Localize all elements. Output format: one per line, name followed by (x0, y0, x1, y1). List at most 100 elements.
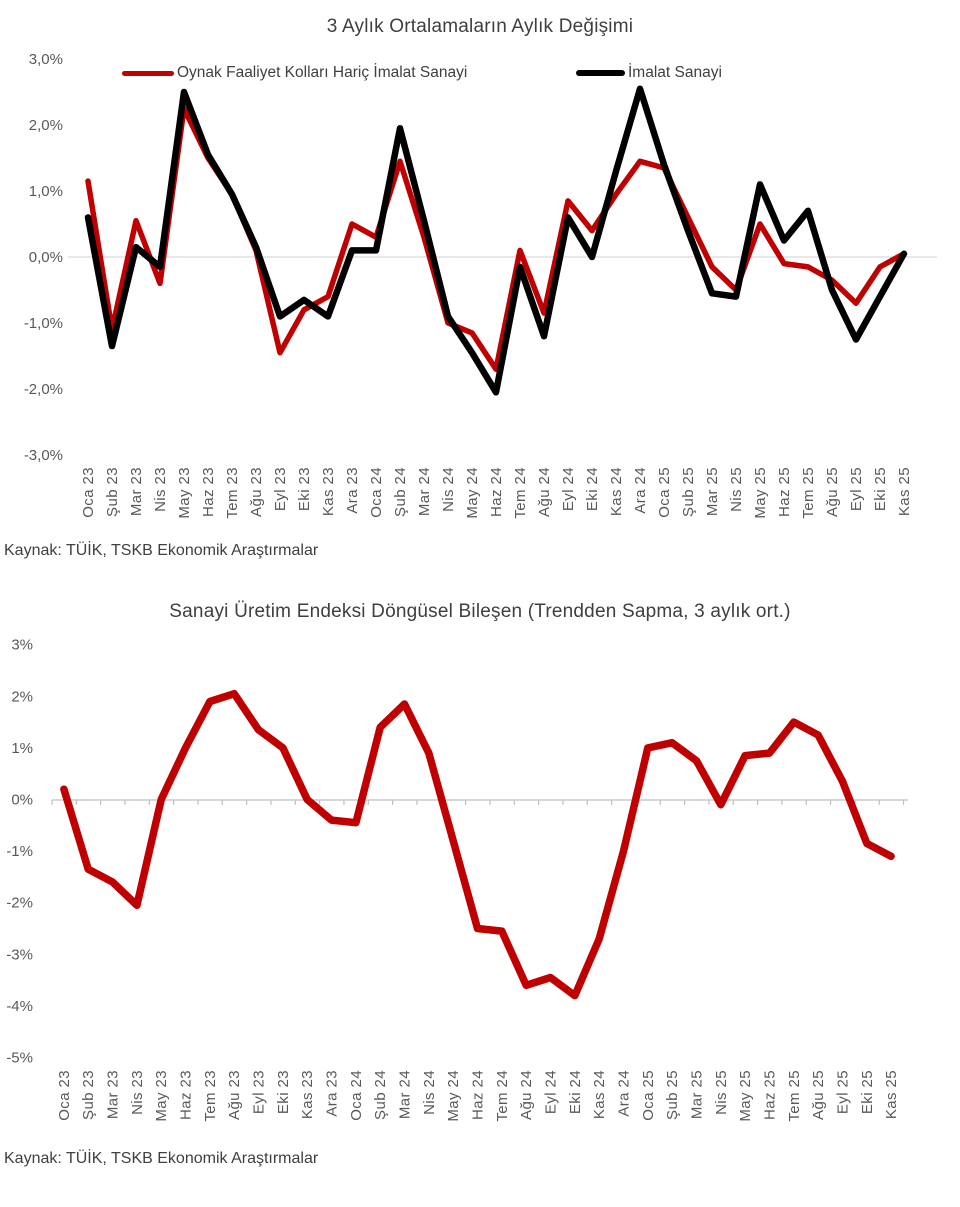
x-tick-label: Kas 24 (591, 1070, 608, 1119)
series-line-0 (60, 689, 895, 1000)
y-tick-label: -2% (6, 895, 33, 912)
x-tick-label: Şub 25 (664, 1070, 681, 1120)
y-tick-label: -2,0% (24, 381, 63, 398)
x-tick-label: Tem 25 (800, 467, 817, 519)
x-tick-label: Ara 23 (344, 467, 361, 514)
series-line-1 (84, 85, 908, 396)
black-line-swatch-icon (576, 70, 625, 76)
y-tick-label: 2,0% (29, 117, 63, 134)
y-tick-label: -5% (6, 1050, 33, 1067)
x-tick-label: May 23 (153, 1070, 170, 1122)
x-tick-label: Nis 24 (421, 1070, 438, 1115)
x-tick-label: Mar 24 (416, 467, 433, 516)
x-tick-label: Kas 25 (883, 1070, 900, 1119)
x-tick-label: Kas 25 (896, 467, 913, 516)
x-tick-label: Haz 23 (200, 467, 217, 517)
x-tick-label: Nis 23 (152, 467, 169, 512)
top-chart-plot: 3,0% 2,0% 1,0% 0,0% -1,0% -2,0% -3,0% Oca 23 Şub… (24, 51, 937, 519)
x-tick-label: Eyl 23 (251, 1070, 268, 1114)
x-tick-label: Mar 23 (105, 1070, 122, 1119)
x-tick-label: Kas 23 (299, 1070, 316, 1119)
x-tick-label: Oca 24 (348, 1070, 365, 1121)
legend-item-core-manufacturing: Oynak Faaliyet Kolları Hariç İmalat Sana… (122, 62, 467, 84)
x-tick-label: Haz 25 (776, 467, 793, 517)
x-tick-label: Ağu 23 (226, 1070, 243, 1120)
legend-item-manufacturing: İmalat Sanayi (576, 62, 722, 84)
red-line-swatch-icon (122, 70, 174, 76)
x-tick-label: Mar 25 (688, 1070, 705, 1119)
x-tick-label: Mar 23 (128, 467, 145, 516)
x-tick-label: Oca 23 (56, 1070, 73, 1121)
y-tick-label: 2% (11, 688, 33, 705)
x-tick-label: Şub 23 (104, 467, 121, 517)
x-tick-label: Ara 24 (632, 467, 649, 514)
y-tick-label: -4% (6, 998, 33, 1015)
x-tick-label: Ağu 23 (248, 467, 265, 517)
x-tick-label: Ara 23 (324, 1070, 341, 1117)
x-tick-label: Ağu 24 (536, 467, 553, 517)
x-tick-label: Şub 25 (680, 467, 697, 517)
x-tick-label: Nis 24 (440, 467, 457, 512)
x-tick-label: Eki 25 (859, 1070, 876, 1114)
x-tick-label: Eyl 23 (272, 467, 289, 511)
x-tick-label: Oca 25 (640, 1070, 657, 1121)
x-tick-label: Eki 23 (296, 467, 313, 511)
x-tick-label: Haz 25 (761, 1070, 778, 1120)
x-tick-label: Ağu 25 (810, 1070, 827, 1120)
x-tick-label: Tem 24 (494, 1070, 511, 1122)
y-tick-label: -1% (6, 843, 33, 860)
x-tick-label: Kas 23 (320, 467, 337, 516)
x-tick-label: Eki 25 (872, 467, 889, 511)
x-tick-label: Tem 23 (224, 467, 241, 519)
x-tick-label: Haz 24 (488, 467, 505, 517)
y-tick-label: -1,0% (24, 315, 63, 332)
x-tick-label: Eyl 24 (543, 1070, 560, 1114)
x-tick-label: Nis 23 (129, 1070, 146, 1115)
y-tick-label: 3,0% (29, 51, 63, 68)
x-tick-label: Nis 25 (728, 467, 745, 512)
x-tick-label: Eki 23 (275, 1070, 292, 1114)
x-tick-label: Haz 24 (470, 1070, 487, 1120)
top-chart-source: Kaynak: TÜİK, TSKB Ekonomik Araştırmalar (4, 542, 319, 559)
y-tick-label: -3,0% (24, 447, 63, 464)
x-tick-label: Şub 24 (372, 1070, 389, 1120)
x-tick-label: Eki 24 (567, 1070, 584, 1114)
x-tick-label: Ara 24 (615, 1070, 632, 1117)
x-tick-label: Kas 24 (608, 467, 625, 516)
x-tick-label: Eyl 25 (834, 1070, 851, 1114)
x-tick-label: Oca 23 (80, 467, 97, 518)
y-tick-label: 0% (11, 792, 33, 809)
x-tick-label: Eyl 24 (560, 467, 577, 511)
x-tick-label: May 25 (752, 467, 769, 519)
y-tick-label: -3% (6, 946, 33, 963)
y-tick-label: 1,0% (29, 183, 63, 200)
x-tick-label: Ağu 24 (518, 1070, 535, 1120)
x-tick-label: Şub 23 (80, 1070, 97, 1120)
x-tick-label: Tem 23 (202, 1070, 219, 1122)
y-tick-label: 0,0% (29, 249, 63, 266)
x-tick-label: Nis 25 (713, 1070, 730, 1115)
x-tick-label: Oca 24 (368, 467, 385, 518)
x-tick-label: Eki 24 (584, 467, 601, 511)
legend-label-core-manufacturing: Oynak Faaliyet Kolları Hariç İmalat Sana… (177, 64, 468, 81)
x-tick-label: May 25 (737, 1070, 754, 1122)
bottom-chart-title: Sanayi Üretim Endeksi Döngüsel Bileşen (… (169, 601, 791, 622)
x-tick-label: Haz 23 (178, 1070, 195, 1120)
bottom-chart-source: Kaynak: TÜİK, TSKB Ekonomik Araştırmalar (4, 1150, 319, 1167)
top-chart-legend: Oynak Faaliyet Kolları Hariç İmalat Sana… (0, 62, 960, 84)
x-tick-label: May 23 (176, 467, 193, 519)
y-tick-label: 1% (11, 740, 33, 757)
x-tick-label: Şub 24 (392, 467, 409, 517)
x-tick-label: Tem 25 (786, 1070, 803, 1122)
x-tick-label: Eyl 25 (848, 467, 865, 511)
x-tick-label: May 24 (445, 1070, 462, 1122)
top-chart-title: 3 Aylık Ortalamaların Aylık Değişimi (326, 16, 634, 37)
x-tick-label: May 24 (464, 467, 481, 519)
y-tick-label: 3% (11, 637, 33, 654)
legend-label-manufacturing: İmalat Sanayi (628, 64, 722, 81)
x-tick-label: Mar 24 (397, 1070, 414, 1119)
x-tick-label: Mar 25 (704, 467, 721, 516)
x-tick-label: Oca 25 (656, 467, 673, 518)
x-tick-label: Ağu 25 (824, 467, 841, 517)
